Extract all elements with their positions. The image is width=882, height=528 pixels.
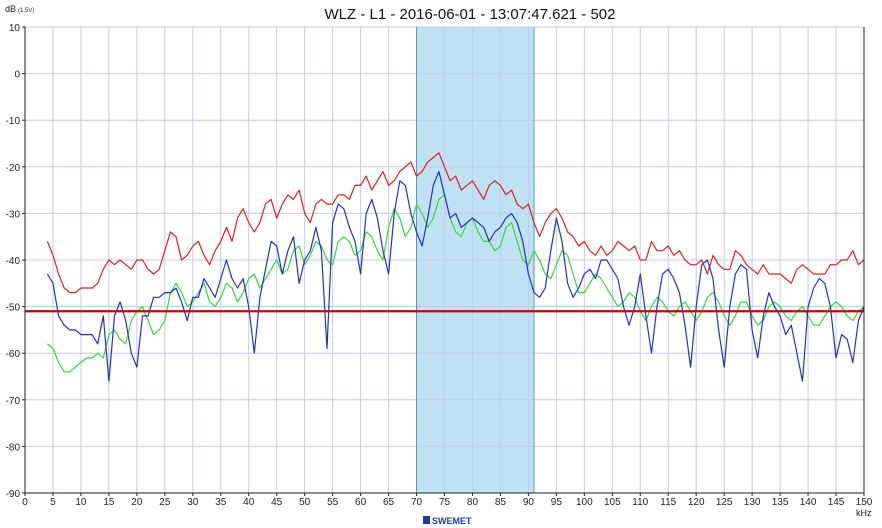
x-axis-unit: kHz	[856, 508, 872, 518]
x-tick-label: 10	[75, 497, 87, 508]
y-tick-label: -90	[6, 489, 21, 500]
y-axis-label: dB	[5, 4, 16, 14]
x-tick-label: 30	[187, 497, 199, 508]
x-tick-label: 75	[439, 497, 451, 508]
grid-layer	[24, 26, 865, 494]
y-tick-label: -50	[6, 303, 21, 314]
x-tick-label: 15	[103, 497, 115, 508]
x-tick-label: 65	[383, 497, 395, 508]
x-tick-label: 80	[467, 497, 479, 508]
y-tick-label: -40	[6, 256, 21, 267]
x-tick-label: 90	[523, 497, 535, 508]
series-layer	[46, 152, 865, 382]
x-tick-label: 20	[131, 497, 143, 508]
x-tick-label: 105	[604, 497, 621, 508]
x-tick-label: 45	[271, 497, 283, 508]
y-tick-label: -30	[6, 209, 21, 220]
y-tick-label: -70	[6, 396, 21, 407]
x-tick-label: 25	[159, 497, 171, 508]
x-tick-label: 95	[551, 497, 563, 508]
x-tick-label: 110	[632, 497, 648, 508]
x-tick-label: 5	[50, 497, 56, 508]
x-tick-label: 120	[688, 497, 705, 508]
x-tick-label: 140	[800, 497, 817, 508]
y-tick-label: -20	[6, 163, 21, 174]
x-tick-label: 100	[576, 497, 593, 508]
axis-layer	[22, 26, 865, 496]
y-tick-label: 0	[14, 70, 20, 81]
x-tick-label: 145	[828, 497, 845, 508]
y-tick-label: -80	[6, 442, 21, 453]
y-tick-label: -60	[6, 349, 21, 360]
text-layer: WLZ - L1 - 2016-06-01 - 13:07:47.621 - 5…	[5, 4, 873, 526]
x-tick-label: 130	[744, 497, 761, 508]
red-series-line	[46, 152, 865, 294]
y-tick-label: 10	[9, 23, 21, 34]
x-tick-label: 60	[355, 497, 367, 508]
brand-name: SWEMET	[432, 516, 472, 526]
chart-title: WLZ - L1 - 2016-06-01 - 13:07:47.621 - 5…	[324, 6, 615, 23]
x-tick-label: 135	[772, 497, 789, 508]
x-tick-label: 0	[22, 497, 28, 508]
y-tick-label: -10	[6, 116, 21, 127]
x-tick-label: 35	[215, 497, 227, 508]
x-tick-label: 150	[856, 497, 873, 508]
x-tick-label: 125	[716, 497, 733, 508]
brand-mark-icon	[423, 516, 430, 524]
x-tick-label: 40	[243, 497, 255, 508]
y-axis-label-sub: (1.5V)	[18, 8, 34, 14]
x-tick-label: 50	[299, 497, 311, 508]
x-tick-label: 55	[327, 497, 339, 508]
brand-logo: SWEMET	[423, 516, 472, 526]
x-tick-label: 85	[495, 497, 507, 508]
blue-series-line	[46, 170, 865, 382]
x-tick-label: 70	[411, 497, 423, 508]
x-tick-label: 115	[660, 497, 676, 508]
